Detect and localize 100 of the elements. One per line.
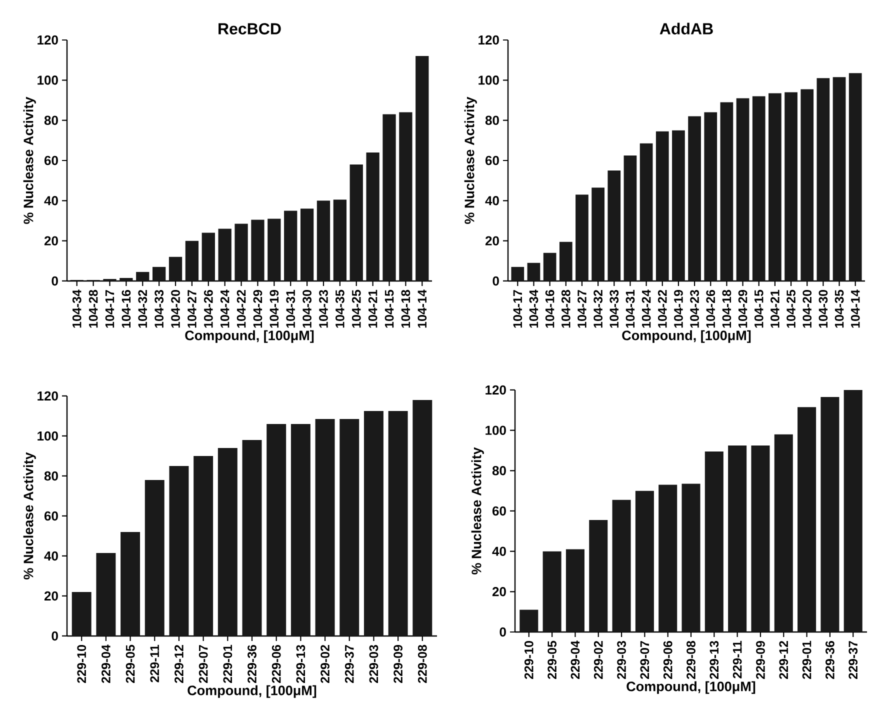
bar xyxy=(350,164,363,281)
bar xyxy=(290,424,310,636)
y-tick-label: 100 xyxy=(38,76,58,85)
x-tick-label: 229-11 xyxy=(732,640,742,678)
x-tick-label: 229-36 xyxy=(248,644,256,683)
x-tick-label: 229-03 xyxy=(617,640,626,679)
bar xyxy=(169,466,189,636)
x-tick-label: 229-08 xyxy=(418,644,427,683)
bar xyxy=(704,451,724,632)
bar xyxy=(152,266,166,281)
x-tick-label: 104-22 xyxy=(658,290,667,328)
x-tick-label: 104-31 xyxy=(286,290,296,328)
x-tick-label: 104-22 xyxy=(236,290,246,328)
bar xyxy=(416,56,429,281)
x-tick-label: 229-03 xyxy=(369,644,378,683)
bar xyxy=(672,130,685,281)
bar xyxy=(364,410,384,636)
x-tick-label: 104-24 xyxy=(642,290,651,328)
bar xyxy=(624,155,637,281)
x-tick-label: 104-18 xyxy=(722,290,732,328)
x-tick-label: 104-19 xyxy=(674,290,683,328)
bar xyxy=(300,208,314,281)
bar xyxy=(284,210,298,281)
x-tick-label: 229-02 xyxy=(320,645,330,683)
x-axis-title: Compound, [100μM] xyxy=(622,330,751,343)
x-tick-label: 104-30 xyxy=(302,290,312,328)
y-tick-label: 120 xyxy=(478,35,499,45)
bar xyxy=(640,143,653,281)
x-tick-label: 229-36 xyxy=(826,640,834,679)
bar xyxy=(656,131,669,281)
chart-title: AddAB xyxy=(660,22,713,34)
bar xyxy=(612,500,631,632)
chart-title: RecBCD xyxy=(218,23,281,34)
x-tick-label: 104-32 xyxy=(594,290,602,328)
bar xyxy=(333,200,347,281)
y-tick-label: 120 xyxy=(38,35,58,45)
y-tick-label: 40 xyxy=(44,551,58,561)
x-tick-label: 104-21 xyxy=(770,290,780,328)
x-tick-label: 104-31 xyxy=(626,290,635,328)
y-tick-label: 80 xyxy=(44,116,58,125)
bar xyxy=(185,240,199,281)
y-tick-label: 100 xyxy=(478,76,499,85)
bar xyxy=(704,112,718,281)
y-tick-label: 80 xyxy=(44,471,58,481)
x-tick-label: 229-06 xyxy=(272,644,281,683)
x-tick-label: 104-33 xyxy=(154,290,164,328)
x-tick-label: 104-14 xyxy=(418,290,427,328)
bar xyxy=(816,78,830,281)
bar xyxy=(136,272,150,281)
x-tick-label: 229-09 xyxy=(756,640,765,679)
x-tick-label: 104-25 xyxy=(352,290,361,328)
y-tick-label: 40 xyxy=(44,196,58,206)
y-axis-title: % Nuclease Activity xyxy=(23,96,36,224)
y-tick-label: 60 xyxy=(44,511,58,521)
x-tick-label: 104-32 xyxy=(138,290,148,328)
bar xyxy=(266,424,286,636)
bar xyxy=(832,77,846,281)
x-tick-label: 229-13 xyxy=(710,640,719,679)
bar xyxy=(144,480,164,636)
bar xyxy=(774,434,793,632)
x-tick-label: 229-01 xyxy=(223,644,232,683)
bar xyxy=(242,440,262,636)
y-tick-label: 40 xyxy=(485,196,499,206)
bar xyxy=(752,96,766,281)
x-tick-label: 104-25 xyxy=(786,290,796,328)
x-tick-label: 104-28 xyxy=(88,290,98,328)
x-tick-label: 229-04 xyxy=(102,644,110,683)
bar xyxy=(340,418,360,636)
x-tick-label: 104-17 xyxy=(105,290,114,328)
bar xyxy=(682,484,700,632)
x-tick-label: 104-17 xyxy=(513,290,522,328)
x-tick-label: 229-07 xyxy=(198,645,208,683)
bar xyxy=(234,224,248,281)
x-tick-label: 229-05 xyxy=(126,644,135,683)
x-tick-label: 104-16 xyxy=(545,290,554,328)
x-tick-label: 104-23 xyxy=(690,290,699,328)
y-tick-label: 80 xyxy=(492,466,506,476)
x-tick-label: 104-33 xyxy=(610,290,619,328)
y-tick-label: 20 xyxy=(485,236,499,246)
y-tick-label: 20 xyxy=(44,591,58,601)
bar xyxy=(688,116,701,281)
bar xyxy=(251,220,264,281)
bar xyxy=(820,397,840,632)
x-axis-title: Compound, [100μM] xyxy=(188,685,316,698)
bar xyxy=(559,242,572,281)
x-tick-label: 104-20 xyxy=(171,290,180,328)
bar xyxy=(520,610,538,632)
bar xyxy=(96,552,116,636)
x-tick-label: 104-35 xyxy=(336,290,344,328)
bar xyxy=(218,448,238,636)
x-tick-label: 104-15 xyxy=(754,290,764,328)
bar xyxy=(202,232,215,281)
bar xyxy=(511,266,524,281)
x-axis-title: Compound, [100μM] xyxy=(185,330,314,343)
x-tick-label: 229-10 xyxy=(524,641,534,679)
bar xyxy=(194,456,214,636)
y-tick-label: 60 xyxy=(485,156,499,166)
x-tick-label: 104-19 xyxy=(270,290,279,328)
x-tick-label: 104-34 xyxy=(529,290,538,328)
bar xyxy=(798,407,816,632)
